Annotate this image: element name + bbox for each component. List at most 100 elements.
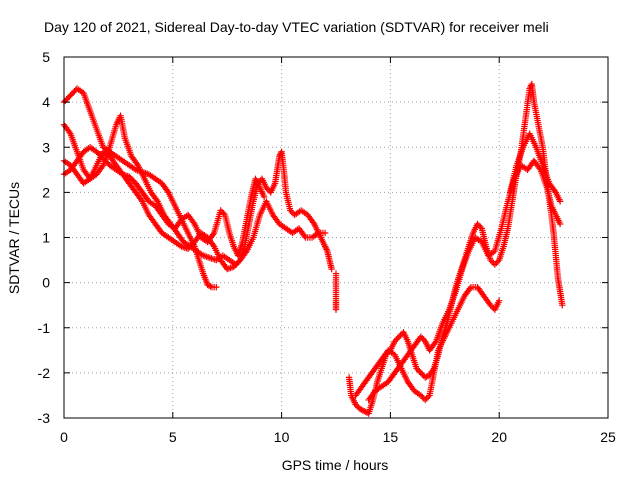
data-point xyxy=(263,184,270,192)
axis-ticks xyxy=(63,56,609,419)
data-point xyxy=(477,223,484,231)
data-point xyxy=(431,339,439,346)
data-point xyxy=(422,396,429,404)
data-point xyxy=(394,335,401,342)
data-point xyxy=(417,392,425,399)
data-point xyxy=(395,333,403,340)
data-point xyxy=(242,249,249,256)
series-track-8 xyxy=(365,157,564,404)
y-tick-label: -2 xyxy=(38,365,51,381)
data-point xyxy=(328,265,335,273)
data-point xyxy=(260,193,268,201)
data-point xyxy=(190,219,197,226)
series-track-9 xyxy=(506,130,564,205)
y-tick-label: 2 xyxy=(42,184,50,200)
data-point xyxy=(287,207,294,214)
data-point xyxy=(358,406,365,413)
data-point xyxy=(220,210,227,217)
y-axis-label: SDTVAR / TECUs xyxy=(6,182,22,294)
data-point xyxy=(217,207,224,214)
data-point xyxy=(493,259,500,267)
data-point xyxy=(414,366,422,374)
data-point xyxy=(301,232,308,240)
x-tick-label: 10 xyxy=(274,429,290,445)
data-point xyxy=(321,243,329,250)
data-point xyxy=(423,373,430,380)
data-point xyxy=(164,187,171,195)
data-point xyxy=(419,393,426,401)
tick-labels: 0 5 10 15 20 25 -3 -2 -1 0 1 2 3 4 5 xyxy=(38,49,616,445)
x-axis-label: GPS time / hours xyxy=(282,457,389,473)
y-tick-label: -3 xyxy=(38,410,51,426)
series-track-5 xyxy=(332,270,340,313)
data-point xyxy=(352,401,359,408)
data-point xyxy=(423,395,430,402)
data-point xyxy=(209,231,217,238)
data-point xyxy=(209,241,217,249)
data-point xyxy=(496,297,503,304)
data-point xyxy=(559,301,566,309)
data-point xyxy=(204,281,211,289)
data-point xyxy=(66,129,73,136)
data-point xyxy=(391,338,398,345)
x-tick-label: 20 xyxy=(491,429,507,445)
data-point xyxy=(213,283,220,291)
y-tick-label: 5 xyxy=(42,49,50,65)
data-point xyxy=(218,208,226,216)
data-point xyxy=(475,222,483,229)
x-tick-label: 0 xyxy=(60,429,68,445)
data-point xyxy=(466,285,474,292)
data-point xyxy=(207,283,214,290)
data-point xyxy=(332,306,340,313)
data-point xyxy=(397,332,404,339)
data-point xyxy=(551,187,558,195)
y-tick-label: -1 xyxy=(38,320,51,336)
data-point xyxy=(98,163,106,171)
data-point xyxy=(353,402,361,410)
series-track-7 xyxy=(352,283,503,404)
data-point xyxy=(487,301,494,309)
data-point xyxy=(356,405,364,413)
series-track-3 xyxy=(60,148,329,273)
data-point xyxy=(417,333,425,340)
data-point xyxy=(417,369,425,377)
data-point xyxy=(420,336,427,343)
chart-title: Day 120 of 2021, Sidereal Day-to-day VTE… xyxy=(44,19,549,35)
data-point xyxy=(474,220,481,228)
data-point xyxy=(488,303,496,310)
y-tick-label: 4 xyxy=(42,94,50,110)
data-point xyxy=(309,219,317,226)
data-point xyxy=(205,282,213,289)
data-point xyxy=(413,365,420,372)
x-tick-label: 15 xyxy=(383,429,399,445)
y-tick-label: 1 xyxy=(42,230,50,246)
data-point xyxy=(556,198,564,205)
data-point xyxy=(419,371,426,378)
x-tick-label: 5 xyxy=(169,429,177,445)
data-point xyxy=(138,196,145,204)
data-point xyxy=(359,407,367,414)
data-point xyxy=(393,336,400,343)
data-point xyxy=(321,229,329,237)
data-point xyxy=(416,368,423,375)
data-point xyxy=(264,186,272,193)
data-point xyxy=(556,220,564,228)
data-point xyxy=(491,261,499,268)
data-point xyxy=(419,335,426,342)
data-point xyxy=(422,374,429,381)
data-point xyxy=(322,244,330,252)
data-point xyxy=(288,208,295,216)
data-point xyxy=(424,393,432,401)
data-point xyxy=(153,196,160,204)
data-point xyxy=(133,160,141,167)
y-tick-label: 0 xyxy=(42,275,50,291)
data-point xyxy=(494,258,501,265)
y-tick-label: 3 xyxy=(42,139,50,155)
data-point xyxy=(487,256,494,264)
data-point xyxy=(536,165,543,172)
data-point xyxy=(323,246,330,253)
data-point xyxy=(488,258,496,265)
x-tick-label: 25 xyxy=(600,429,616,445)
